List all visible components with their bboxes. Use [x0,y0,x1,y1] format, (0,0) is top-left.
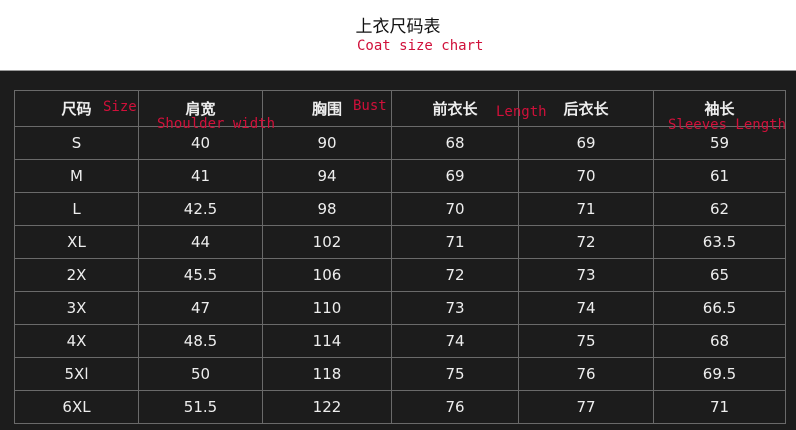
cell-back-length: 72 [518,225,654,259]
header-row: 尺码 肩宽 胸围 前衣长 后衣长 袖长 [14,90,786,127]
size-table: 尺码 肩宽 胸围 前衣长 后衣长 袖长 S 40 90 68 69 59 M 41 94 69 70… [14,90,786,424]
cell-size: 6XL [14,390,139,424]
cell-back-length: 75 [518,324,654,358]
cell-shoulder: 48.5 [138,324,263,358]
cell-back-length: 71 [518,192,654,226]
cell-bust: 90 [262,126,392,160]
cell-sleeve: 66.5 [653,291,786,325]
cell-back-length: 70 [518,159,654,193]
cell-bust: 110 [262,291,392,325]
label-bust-en: Bust [353,98,387,114]
cell-shoulder: 44 [138,225,263,259]
cell-back-length: 76 [518,357,654,391]
cell-front-length: 73 [391,291,519,325]
cell-bust: 114 [262,324,392,358]
header-front-length: 前衣长 [391,90,519,127]
cell-bust: 106 [262,258,392,292]
table-row: 5Xl 50 118 75 76 69.5 [14,357,786,391]
label-size-en: Size [103,99,137,115]
cell-sleeve: 69.5 [653,357,786,391]
cell-front-length: 71 [391,225,519,259]
cell-front-length: 70 [391,192,519,226]
cell-size: 4X [14,324,139,358]
label-sleeve-en: Sleeves Length [668,117,787,133]
cell-sleeve: 61 [653,159,786,193]
cell-back-length: 69 [518,126,654,160]
cell-front-length: 68 [391,126,519,160]
cell-back-length: 77 [518,390,654,424]
cell-bust: 118 [262,357,392,391]
cell-back-length: 74 [518,291,654,325]
cell-size: S [14,126,139,160]
cell-size: M [14,159,139,193]
cell-front-length: 69 [391,159,519,193]
label-shoulder-en: Shoulder width [157,116,276,132]
cell-sleeve: 63.5 [653,225,786,259]
cell-bust: 122 [262,390,392,424]
cell-front-length: 75 [391,357,519,391]
cell-sleeve: 71 [653,390,786,424]
cell-size: 3X [14,291,139,325]
cell-size: 5Xl [14,357,139,391]
table-row: 4X 48.5 114 74 75 68 [14,324,786,358]
cell-shoulder: 47 [138,291,263,325]
table-row: 3X 47 110 73 74 66.5 [14,291,786,325]
cell-bust: 98 [262,192,392,226]
cell-front-length: 76 [391,390,519,424]
cell-back-length: 73 [518,258,654,292]
label-length-en: Length [496,104,547,120]
cell-shoulder: 42.5 [138,192,263,226]
chart-subtitle: Coat size chart [357,38,484,54]
cell-sleeve: 59 [653,126,786,160]
header-back-length: 后衣长 [518,90,654,127]
table-row: M 41 94 69 70 61 [14,159,786,193]
chart-title: 上衣尺码表 [355,17,441,37]
cell-shoulder: 41 [138,159,263,193]
cell-bust: 94 [262,159,392,193]
cell-front-length: 72 [391,258,519,292]
cell-front-length: 74 [391,324,519,358]
cell-shoulder: 50 [138,357,263,391]
cell-shoulder: 45.5 [138,258,263,292]
cell-shoulder: 51.5 [138,390,263,424]
cell-sleeve: 68 [653,324,786,358]
cell-bust: 102 [262,225,392,259]
header-sleeve: 袖长 [653,90,786,127]
table-row: 2X 45.5 106 72 73 65 [14,258,786,292]
table-row: XL 44 102 71 72 63.5 [14,225,786,259]
table-row: 6XL 51.5 122 76 77 71 [14,390,786,424]
table-row: L 42.5 98 70 71 62 [14,192,786,226]
cell-sleeve: 65 [653,258,786,292]
cell-size: L [14,192,139,226]
cell-sleeve: 62 [653,192,786,226]
cell-size: 2X [14,258,139,292]
cell-size: XL [14,225,139,259]
